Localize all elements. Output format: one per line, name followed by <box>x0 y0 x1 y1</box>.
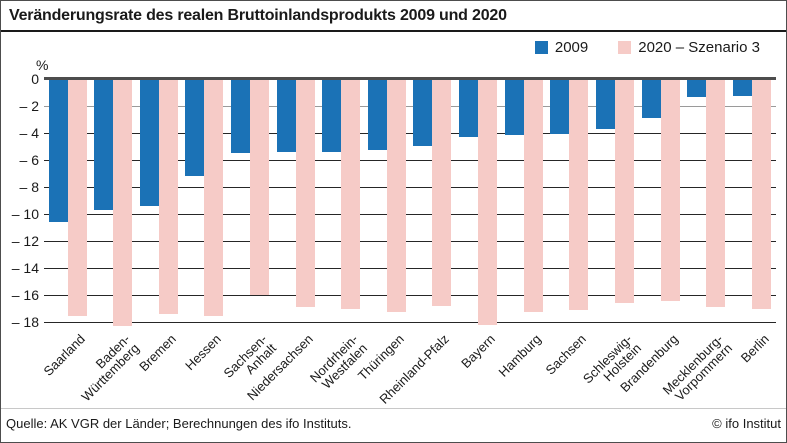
bar-2009-schleswig-holstein <box>595 78 615 129</box>
bar-2020-szenario-3-rheinland-pfalz <box>432 78 452 307</box>
bar-2020-szenario-3-baden-w-rttemberg <box>113 78 133 327</box>
bar-2009-nordrhein-westfalen <box>322 78 342 152</box>
legend-item-2009: 2009 <box>534 39 589 56</box>
y-tick-label: – 16 <box>11 287 39 304</box>
bar-2020-szenario-3-brandenburg <box>660 78 680 301</box>
zero-axis-line <box>44 76 776 80</box>
bar-2009-saarland <box>48 78 68 223</box>
copyright-note: © ifo Institut <box>712 416 781 431</box>
bar-2020-szenario-3-berlin <box>751 78 771 309</box>
bar-2020-szenario-3-sachsen <box>569 78 589 311</box>
gridline-8 <box>44 186 776 188</box>
bar-2020-szenario-3-schleswig-holstein <box>614 78 634 304</box>
gridline-10 <box>44 214 776 215</box>
bar-2020-szenario-3-mecklenburg-vorpommern <box>706 78 726 308</box>
footer-divider <box>1 408 786 409</box>
y-tick-label: – 6 <box>19 151 39 168</box>
bar-2009-niedersachsen <box>276 78 296 152</box>
bar-2009-bayern <box>459 78 479 137</box>
gridline-18 <box>44 322 776 324</box>
legend-swatch-icon <box>618 41 632 54</box>
bar-2009-brandenburg <box>641 78 661 118</box>
bar-2009-mecklenburg-vorpommern <box>687 78 707 98</box>
bar-2009-hamburg <box>504 78 524 136</box>
bar-2009-berlin <box>732 78 752 97</box>
title-divider <box>1 30 786 32</box>
bar-2020-szenario-3-sachsen-anhalt <box>249 78 269 296</box>
gridline-6 <box>44 159 776 161</box>
legend-label: 2009 <box>554 39 589 56</box>
legend-swatch-icon <box>534 41 548 54</box>
bar-2020-szenario-3-hamburg <box>523 78 543 312</box>
bar-2009-th-ringen <box>367 78 387 151</box>
y-axis-unit-label: % <box>36 57 49 73</box>
bar-2009-rheinland-pfalz <box>413 78 433 147</box>
bar-2009-sachsen-anhalt <box>230 78 250 154</box>
bar-2020-szenario-3-nordrhein-westfalen <box>341 78 361 309</box>
bar-2009-bremen <box>139 78 159 206</box>
chart-legend: 2009 2020 – Szenario 3 <box>534 39 760 56</box>
y-tick-label: 0 <box>31 70 39 87</box>
source-note: Quelle: AK VGR der Länder; Berechnungen … <box>6 416 352 431</box>
legend-label: 2020 – Szenario 3 <box>638 39 760 56</box>
y-tick-label: – 18 <box>11 314 39 331</box>
chart-title: Veränderungsrate des realen Bruttoinland… <box>9 7 507 24</box>
y-tick-label: – 14 <box>11 260 39 277</box>
legend-item-2020-szenario-3: 2020 – Szenario 3 <box>618 39 760 56</box>
bar-2009-sachsen <box>550 78 570 135</box>
bar-2020-szenario-3-th-ringen <box>386 78 406 312</box>
bar-2009-hessen <box>185 78 205 177</box>
y-tick-label: – 10 <box>11 206 39 222</box>
y-tick-label: – 2 <box>19 97 39 114</box>
gridline-2 <box>44 105 776 107</box>
y-tick-label: – 12 <box>11 233 39 250</box>
y-tick-label: – 8 <box>19 178 39 195</box>
gridline-16 <box>44 295 776 297</box>
bar-2009-baden-w-rttemberg <box>94 78 114 210</box>
bar-2020-szenario-3-hessen <box>204 78 224 316</box>
y-tick-label: – 4 <box>19 124 39 141</box>
gridline-14 <box>44 268 776 270</box>
bar-2020-szenario-3-bremen <box>158 78 178 315</box>
gridline-4 <box>44 132 776 134</box>
gridline-12 <box>44 241 776 243</box>
bar-2020-szenario-3-niedersachsen <box>295 78 315 308</box>
bar-2020-szenario-3-bayern <box>478 78 498 326</box>
bar-2020-szenario-3-saarland <box>67 78 87 316</box>
